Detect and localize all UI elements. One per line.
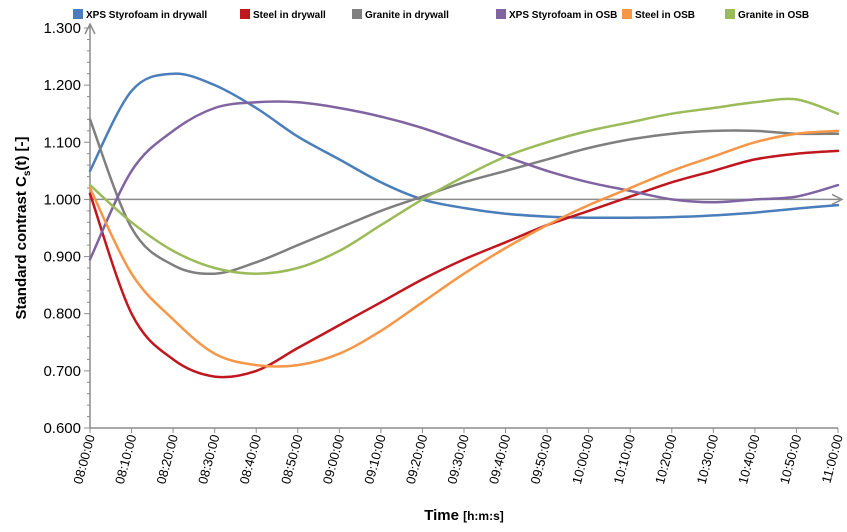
x-tick-label: 08:20:00 xyxy=(153,433,181,486)
x-tick-label: 10:50:00 xyxy=(777,433,805,486)
x-tick-label: 09:00:00 xyxy=(320,433,348,486)
series-line-steel-in-drywall xyxy=(88,149,840,379)
reference-arrow xyxy=(831,193,844,206)
legend-swatch xyxy=(240,9,250,19)
x-tick-label: 08:10:00 xyxy=(112,433,140,486)
x-axis-title: Time [h:m:s] xyxy=(424,507,504,524)
y-tick-label: 1.000 xyxy=(43,191,81,208)
y-tick-label: 0.700 xyxy=(43,363,81,380)
series-line-xps-styrofoam-in-drywall xyxy=(88,72,840,220)
y-tick-label: 1.100 xyxy=(43,134,81,151)
x-tick-label: 10:10:00 xyxy=(611,433,639,486)
legend-label: XPS Styrofoam in OSB xyxy=(509,10,617,21)
series-line-xps-styrofoam-in-osb xyxy=(88,100,840,261)
y-axis-arrow xyxy=(84,22,96,35)
x-tick-label: 08:00:00 xyxy=(70,433,98,486)
series-line-steel-in-osb xyxy=(88,129,840,368)
y-axis-title: Standard contrast Cs(t) [-] xyxy=(13,136,33,319)
y-tick-label: 0.600 xyxy=(43,420,81,437)
y-tick-label: 1.200 xyxy=(43,77,81,94)
x-tick-label: 10:00:00 xyxy=(569,433,597,486)
series-line-granite-in-drywall xyxy=(88,118,840,276)
x-tick-label: 09:10:00 xyxy=(361,433,389,486)
legend-swatch xyxy=(725,9,735,19)
x-tick-label: 11:00:00 xyxy=(819,433,846,485)
x-tick-label: 08:50:00 xyxy=(278,433,306,486)
legend-label: Steel in OSB xyxy=(635,10,695,21)
legend-label: Granite in OSB xyxy=(738,10,809,21)
x-tick-label: 10:20:00 xyxy=(652,433,680,486)
y-tick-label: 0.800 xyxy=(43,306,81,323)
x-tick-label: 10:40:00 xyxy=(735,433,763,486)
x-tick-label: 09:40:00 xyxy=(486,433,514,486)
x-tick-label: 10:30:00 xyxy=(694,433,722,486)
legend-label: Granite in drywall xyxy=(365,10,449,21)
legend: XPS Styrofoam in drywall Steel in drywall… xyxy=(73,9,809,21)
y-tick-label: 1.300 xyxy=(43,20,81,37)
legend-swatch xyxy=(496,9,506,19)
legend-label: Steel in drywall xyxy=(253,10,326,21)
legend-swatch xyxy=(73,9,83,19)
series-line-granite-in-osb xyxy=(88,97,840,275)
axes: 0.600 0.700 0.800 0.900 1.000 1.100 1.200 1.300… xyxy=(43,20,845,486)
series-layer xyxy=(88,72,840,379)
legend-swatch xyxy=(622,9,632,19)
x-tick-label: 08:40:00 xyxy=(237,433,265,486)
legend-swatch xyxy=(352,9,362,19)
legend-label: XPS Styrofoam in drywall xyxy=(86,10,207,21)
x-tick-label: 09:50:00 xyxy=(527,433,555,486)
x-tick-label: 09:30:00 xyxy=(444,433,472,486)
y-tick-label: 0.900 xyxy=(43,249,81,266)
x-tick-label: 08:30:00 xyxy=(195,433,223,486)
x-tick-label: 09:20:00 xyxy=(403,433,431,486)
